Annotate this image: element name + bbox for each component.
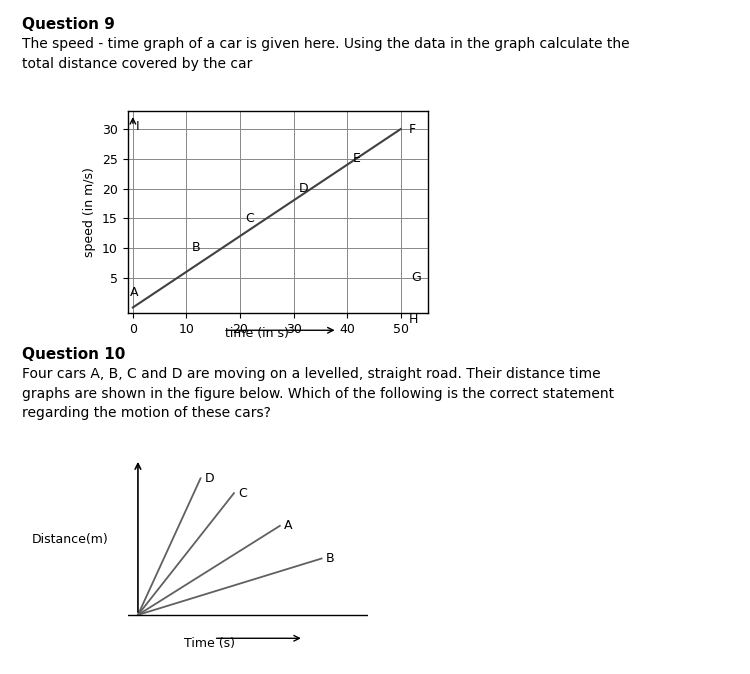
Text: D: D	[299, 182, 308, 195]
Text: I: I	[136, 119, 140, 133]
Text: B: B	[192, 241, 200, 255]
Text: The speed - time graph of a car is given here. Using the data in the graph calcu: The speed - time graph of a car is given…	[22, 37, 630, 71]
Text: Four cars A, B, C and D are moving on a levelled, straight road. Their distance : Four cars A, B, C and D are moving on a …	[22, 367, 615, 421]
Text: C: C	[245, 212, 254, 224]
Text: E: E	[352, 152, 360, 165]
Text: Distance(m): Distance(m)	[32, 532, 108, 546]
Text: G: G	[412, 271, 422, 284]
Text: Time (s): Time (s)	[184, 637, 235, 650]
Text: F: F	[409, 123, 416, 135]
Text: C: C	[238, 487, 247, 499]
Text: A: A	[130, 286, 139, 299]
Y-axis label: speed (in m/s): speed (in m/s)	[83, 167, 96, 257]
Text: H: H	[409, 313, 419, 326]
Text: Question 9: Question 9	[22, 17, 116, 32]
Text: time (in s): time (in s)	[225, 327, 289, 340]
Text: Question 10: Question 10	[22, 347, 126, 362]
Text: B: B	[326, 552, 334, 565]
Text: A: A	[284, 520, 292, 532]
Text: D: D	[205, 472, 214, 485]
